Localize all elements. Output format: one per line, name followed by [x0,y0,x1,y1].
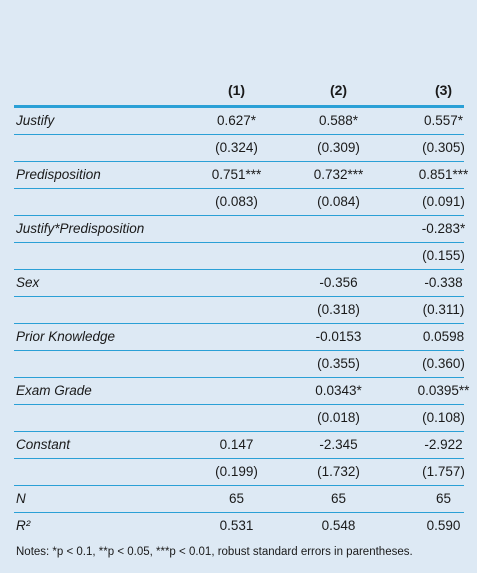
cell-c1: 0.627* [216,113,257,128]
row-label: Constant [16,437,71,452]
cell-c3: (0.091) [422,194,465,209]
table-row: Predisposition 0.751*** 0.732*** 0.851*** [14,162,468,189]
table-row: (0.083) (0.084) (0.091) [14,189,465,216]
table-row: (0.355) (0.360) [14,351,465,378]
row-label: R² [16,518,31,533]
column-header-3: (3) [434,82,453,98]
cell-c3: -2.922 [424,437,463,452]
cell-c3: (0.360) [422,356,465,371]
cell-c3: 0.590 [426,518,461,533]
cell-c2: -0.0153 [315,329,362,344]
cell-c2: (0.318) [317,302,360,317]
cell-c2: 65 [330,491,347,506]
row-label: Justify*Predisposition [16,221,145,236]
table-row: R² 0.531 0.548 0.590 [14,513,464,539]
cell-c3: -0.283* [421,221,466,236]
column-header-2: (2) [329,82,348,98]
row-label: Prior Knowledge [16,329,116,344]
cell-c1: (0.199) [215,464,258,479]
table-row: Exam Grade 0.0343* 0.0395** [14,378,469,405]
table-row: (0.199) (1.732) (1.757) [14,459,465,486]
cell-c2: 0.0343* [315,383,362,398]
cell-c3: (0.311) [422,302,465,317]
table-row: N 65 65 65 [14,486,464,513]
cell-c3: 0.0598 [422,329,465,344]
column-header-1: (1) [227,82,246,98]
cell-c2: (0.355) [317,356,360,371]
cell-c3: -0.338 [424,275,463,290]
cell-c2: (0.309) [317,140,360,155]
row-label: N [16,491,26,506]
cell-c2: (0.084) [317,194,360,209]
table-notes: Notes: *p < 0.1, **p < 0.05, ***p < 0.01… [16,546,413,558]
row-label: Justify [16,113,55,128]
table-header: (1) (2) (3) [14,78,464,108]
table-row: Justify*Predisposition -0.283* [14,216,465,243]
cell-c2: -2.345 [319,437,358,452]
cell-c2: -0.356 [319,275,358,290]
cell-c2: (0.018) [317,410,360,425]
cell-c1: 0.147 [219,437,254,452]
regression-table: (1) (2) (3) Justify 0.627* 0.588* 0.557* (0.… [14,78,469,539]
cell-c1: (0.324) [215,140,258,155]
table-row: Constant 0.147 -2.345 -2.922 [14,432,464,459]
cell-c2: 0.732*** [313,167,364,182]
table-row: Prior Knowledge -0.0153 0.0598 [14,324,464,351]
table-row: (0.155) [14,243,465,270]
cell-c2: 0.588* [318,113,359,128]
cell-c2: (1.732) [317,464,360,479]
cell-c3: (0.108) [422,410,465,425]
table-row: (0.324) (0.309) (0.305) [14,135,465,162]
cell-c3: 0.851*** [418,167,469,182]
cell-c3: (0.305) [422,140,465,155]
cell-c3: (1.757) [422,464,465,479]
table-row: (0.018) (0.108) [14,405,465,432]
row-label: Sex [16,275,40,290]
row-label: Predisposition [16,167,101,182]
cell-c3: (0.155) [422,248,465,263]
cell-c3: 0.0395** [417,383,470,398]
table-row: Sex -0.356 -0.338 [14,270,464,297]
row-label: Exam Grade [16,383,92,398]
cell-c2: 0.548 [321,518,356,533]
cell-c1: 65 [228,491,245,506]
cell-c3: 0.557* [423,113,464,128]
cell-c1: 0.751*** [211,167,262,182]
cell-c1: (0.083) [215,194,258,209]
cell-c1: 0.531 [219,518,254,533]
cell-c3: 65 [435,491,452,506]
table-row: Justify 0.627* 0.588* 0.557* [14,108,464,135]
table-body: Justify 0.627* 0.588* 0.557* (0.324) (0.309)(… [14,108,469,539]
table-row: (0.318) (0.311) [14,297,464,324]
